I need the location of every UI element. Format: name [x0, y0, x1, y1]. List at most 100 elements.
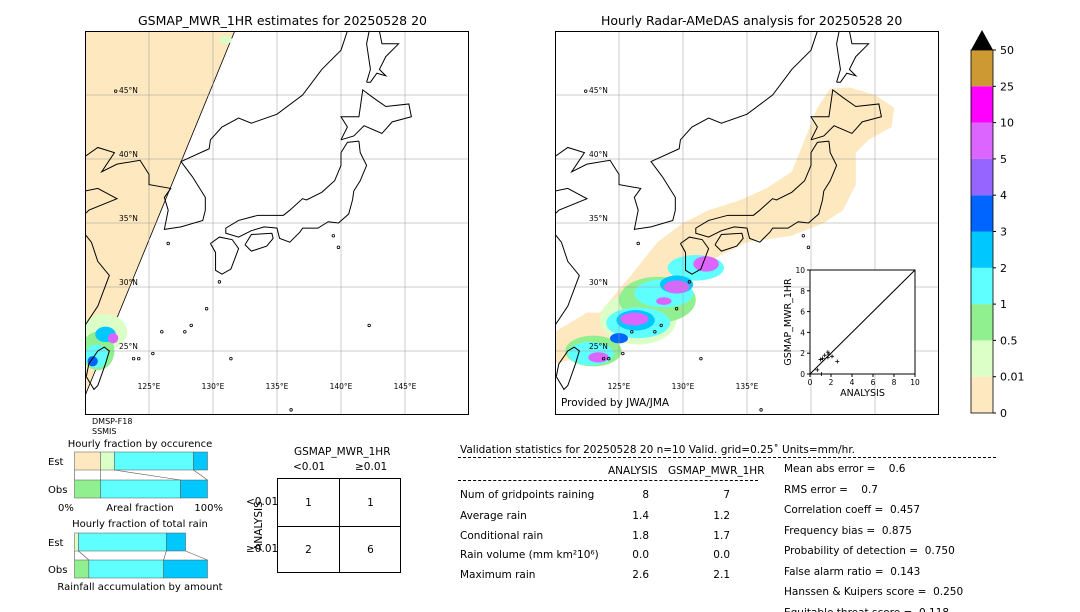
col-analysis: ANALYSIS: [608, 465, 658, 477]
island: [636, 241, 640, 246]
island: [674, 307, 679, 311]
lon-tick-label: 135°E: [736, 382, 759, 391]
colorbar-tick-label: 3: [1000, 226, 1007, 239]
x-tick-label: 4: [850, 378, 855, 387]
y-tick-label: 6: [800, 308, 805, 317]
fraction-row-label: Obs: [48, 565, 67, 576]
island: [160, 330, 164, 334]
connector-line: [114, 469, 181, 481]
island: [289, 408, 293, 412]
contingency-table: 1 1 2 6: [277, 478, 401, 573]
x-tick-label: 0: [808, 378, 813, 387]
colorbar-tick-label: 50: [1000, 44, 1014, 57]
lat-tick-label: 35°N: [589, 214, 608, 223]
stat-analysis: 1.4: [632, 510, 649, 522]
island: [759, 408, 763, 412]
island: [584, 89, 588, 93]
score-line: Equitable threat score = 0.118: [784, 607, 949, 612]
stat-gsmap: 2.1: [713, 569, 730, 581]
colorbar-segment: [971, 50, 993, 87]
data-point: [822, 353, 827, 358]
island: [653, 330, 657, 334]
island: [630, 330, 634, 334]
stat-analysis: 8: [642, 489, 649, 501]
island: [801, 234, 806, 238]
contingency-cell: 1: [367, 497, 374, 509]
connector-line: [163, 550, 167, 561]
island: [601, 356, 606, 361]
data-point: [826, 352, 831, 357]
x-tick-label: 2: [829, 378, 834, 387]
rain-area: [620, 312, 649, 326]
coastline-taiwan: [85, 346, 110, 391]
contingency-col-title: GSMAP_MWR_1HR: [294, 446, 391, 458]
connector-line: [78, 550, 90, 561]
scatter-inset: 00 2 2 4 4 6 6 8 8 10 10 ANALYSIS GSMAP_MWR_1HR: [783, 266, 920, 399]
fraction-row-label: Est: [48, 538, 64, 549]
fraction-segment: [74, 532, 79, 552]
coastline-sakhalin: [836, 31, 870, 83]
data-point: [830, 354, 835, 359]
rain-area: [588, 352, 609, 363]
island: [806, 245, 811, 250]
island: [137, 356, 141, 361]
stat-gsmap: 0.0: [713, 549, 730, 561]
island: [151, 351, 155, 356]
fraction-segment: [74, 479, 101, 499]
divider: [458, 480, 758, 481]
coastline-kyushu: [210, 236, 240, 275]
score-line: Hanssen & Kuipers score = 0.250: [784, 586, 964, 598]
stat-analysis: 0.0: [632, 549, 649, 561]
map-frame: [85, 31, 469, 415]
lat-tick-label: 25°N: [589, 342, 608, 351]
data-point: [820, 356, 825, 361]
fraction-segment: [78, 532, 167, 552]
coastline-sakhalin: [366, 31, 400, 83]
x-tick-label: 10: [910, 378, 920, 387]
coastline-kyushu: [680, 236, 710, 275]
rain-area: [108, 333, 119, 344]
island: [687, 280, 692, 284]
rain-area: [87, 356, 98, 367]
island: [659, 323, 663, 328]
sensor-platform: DMSP-F18: [92, 417, 133, 426]
island: [336, 245, 341, 250]
x-axis-label: ANALYSIS: [840, 388, 885, 399]
island: [131, 356, 136, 361]
connector-line: [185, 550, 208, 561]
island: [331, 234, 336, 238]
colorbar-tick-label: 2: [1000, 262, 1007, 275]
colorbar-segment: [971, 195, 993, 232]
colorbar-tick-label: 1: [1000, 298, 1007, 311]
coastline-taiwan: [555, 346, 580, 391]
coastline-hokkaido: [340, 88, 412, 141]
fraction-segment: [166, 532, 186, 552]
stat-label: Num of gridpoints raining: [460, 489, 595, 501]
colorbar-segment: [971, 267, 993, 305]
stat-gsmap: 1.7: [713, 530, 730, 542]
island: [367, 323, 371, 328]
coastline-shikoku: [714, 232, 744, 252]
colorbar-segment: [971, 376, 993, 413]
fraction-chart-title: Hourly fraction by occurence: [68, 439, 212, 450]
stat-label: Maximum rain: [460, 569, 536, 581]
score-line: RMS error = 0.7: [784, 483, 878, 496]
rain-area: [693, 256, 719, 272]
score-line: Frequency bias = 0.875: [784, 524, 912, 537]
island: [607, 356, 611, 361]
colorbar-tick-label: 0.5: [1000, 334, 1018, 347]
colorbar: 0 0.01 0.5 1 2 3 4 5 10 25 50: [970, 30, 1025, 420]
validation-header: Validation statistics for 20250528 20 n=…: [460, 444, 856, 456]
fraction-row-label: Est: [48, 457, 64, 468]
coastline-mainland: [555, 31, 818, 326]
score-line: False alarm ratio = 0.143: [784, 565, 921, 578]
stat-gsmap: 7: [723, 489, 730, 501]
stat-label: Average rain: [460, 510, 527, 522]
contingency-cell: 6: [367, 544, 374, 556]
colorbar-segment: [971, 231, 993, 268]
contingency-cell: 2: [305, 544, 312, 556]
contingency-col-label: ≥0.01: [355, 461, 388, 473]
left-map-title: GSMAP_MWR_1HR estimates for 20250528 20: [138, 13, 427, 28]
lon-tick-label: 140°E: [330, 382, 353, 391]
